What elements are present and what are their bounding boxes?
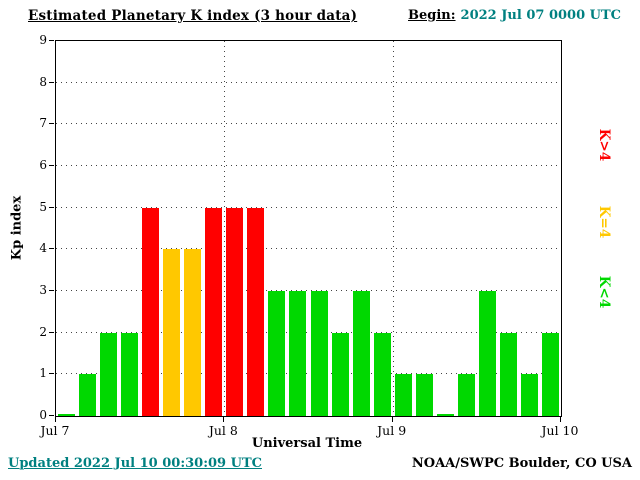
begin-time: Begin: 2022 Jul 07 0000 UTC	[408, 8, 621, 23]
x-tick-label: Jul 7	[40, 423, 70, 438]
y-tick	[49, 206, 54, 208]
kp-bar	[163, 249, 181, 416]
x-tick	[391, 417, 393, 422]
kp-bar	[520, 374, 538, 416]
y-tick	[49, 331, 54, 333]
x-tick	[55, 417, 56, 422]
y-tick	[49, 415, 54, 416]
y-tick-label: 6	[39, 158, 47, 172]
credit: NOAA/SWPC Boulder, CO USA	[411, 456, 632, 471]
y-tick-label: 5	[39, 199, 47, 214]
y-tick-label: 0	[39, 408, 47, 422]
y-tick-label: 4	[39, 241, 47, 256]
kp-bar	[331, 332, 349, 416]
x-tick-label: Jul 10	[541, 423, 579, 438]
kp-bar	[394, 374, 412, 416]
y-tick	[49, 373, 54, 375]
kp-bar	[436, 414, 454, 416]
begin-label: Begin:	[408, 8, 456, 23]
h-gridline	[56, 206, 561, 208]
v-gridline	[392, 41, 394, 416]
kp-bar	[478, 291, 496, 416]
kp-bar	[310, 291, 328, 416]
v-gridline	[224, 41, 226, 416]
chart-title: Estimated Planetary K index (3 hour data…	[28, 8, 358, 24]
kp-bar	[205, 207, 223, 416]
y-tick-label: 7	[39, 116, 47, 131]
kp-bar	[268, 291, 286, 416]
kp-bar	[184, 249, 202, 416]
y-tick-label: 9	[39, 33, 47, 47]
kp-bar	[247, 207, 265, 416]
legend-k-gt-4: K>4	[596, 128, 612, 162]
legend-k-eq-4: K=4	[596, 205, 612, 239]
h-gridline	[56, 248, 561, 250]
y-tick	[49, 123, 54, 125]
y-tick	[49, 165, 54, 166]
kp-bar	[373, 332, 391, 416]
y-tick-label: 8	[39, 74, 47, 89]
h-gridline	[56, 81, 561, 83]
x-tick	[223, 417, 225, 422]
kp-bar	[58, 414, 76, 416]
legend-k-lt-4: K<4	[596, 275, 612, 309]
kp-bar	[352, 291, 370, 416]
x-tick-label: Jul 9	[377, 423, 407, 438]
plot-area	[55, 40, 562, 417]
y-tick	[49, 248, 54, 250]
kp-bar	[499, 332, 517, 416]
kp-bar	[289, 291, 307, 416]
h-gridline	[56, 165, 561, 166]
kp-bar	[457, 374, 475, 416]
kp-bar	[142, 207, 160, 416]
x-tick-label: Jul 8	[208, 423, 238, 438]
y-tick	[49, 81, 54, 83]
y-tick-label: 1	[39, 366, 47, 381]
kp-bar	[79, 374, 97, 416]
kp-bar	[100, 332, 118, 416]
x-tick	[560, 417, 561, 422]
kp-bar	[541, 332, 559, 416]
begin-value: 2022 Jul 07 0000 UTC	[460, 8, 622, 23]
h-gridline	[56, 290, 561, 291]
y-tick	[49, 290, 54, 291]
kp-bar	[226, 207, 244, 416]
updated-timestamp: Updated 2022 Jul 10 00:30:09 UTC	[8, 456, 262, 471]
bars-layer	[56, 41, 561, 416]
y-tick	[49, 40, 54, 41]
y-tick-label: 2	[39, 324, 47, 339]
x-axis-title: Universal Time	[251, 436, 363, 451]
h-gridline	[56, 373, 561, 375]
kp-bar	[121, 332, 139, 416]
y-tick-label: 3	[39, 283, 47, 297]
kp-bar	[415, 374, 433, 416]
h-gridline	[56, 123, 561, 125]
h-gridline	[56, 331, 561, 333]
